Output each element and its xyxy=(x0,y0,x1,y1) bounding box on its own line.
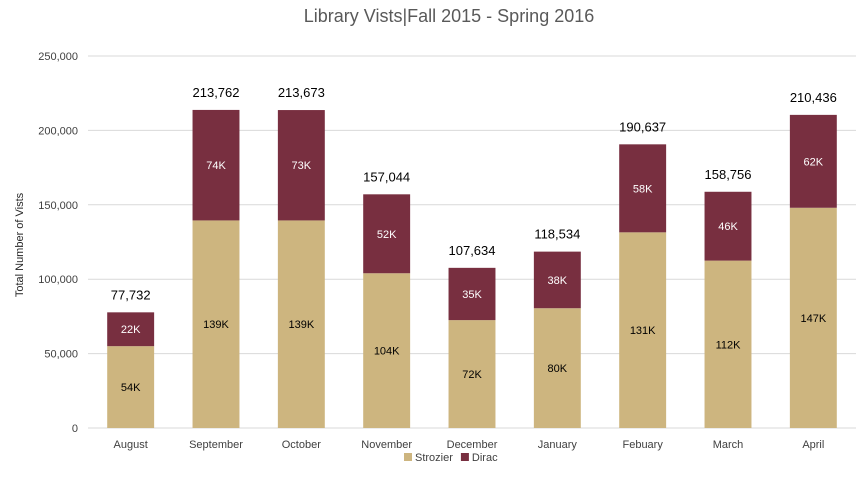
y-axis-label: Total Number of Vists xyxy=(14,192,26,297)
x-tick-label: January xyxy=(538,439,578,451)
segment-label: 52K xyxy=(377,229,397,241)
segment-label: 139K xyxy=(203,319,229,331)
bar-dirac-april xyxy=(789,114,837,208)
segment-label: 22K xyxy=(121,324,141,336)
bar-strozier-febuary xyxy=(619,232,667,428)
bar-strozier-november xyxy=(363,273,411,428)
x-tick-label: December xyxy=(447,439,498,451)
bar-dirac-january xyxy=(533,251,581,309)
bar-strozier-august xyxy=(107,346,155,428)
segment-label: 131K xyxy=(630,325,656,337)
bar-dirac-march xyxy=(704,191,752,261)
x-tick-label: April xyxy=(802,439,824,451)
bar-strozier-april xyxy=(789,207,837,428)
legend-label: Dirac xyxy=(472,452,498,464)
total-label: 118,534 xyxy=(534,227,580,242)
bar-strozier-september xyxy=(192,220,240,428)
total-label: 213,762 xyxy=(193,85,240,100)
segment-label: 74K xyxy=(206,160,226,172)
segment-label: 46K xyxy=(718,221,738,233)
segment-label: 139K xyxy=(288,319,314,331)
segment-label: 80K xyxy=(548,363,568,375)
y-tick-label: 200,000 xyxy=(38,125,78,137)
legend-swatch xyxy=(404,453,412,461)
total-label: 158,756 xyxy=(705,167,752,182)
segment-label: 54K xyxy=(121,382,141,394)
total-label: 107,634 xyxy=(449,243,496,258)
legend-item-strozier: Strozier xyxy=(404,452,453,464)
legend-item-dirac: Dirac xyxy=(460,452,498,464)
bar-dirac-october xyxy=(277,110,325,221)
segment-label: 73K xyxy=(292,160,312,172)
bars xyxy=(107,109,837,428)
segment-label: 58K xyxy=(633,183,653,195)
x-tick-label: October xyxy=(282,439,321,451)
x-tick-label: August xyxy=(114,439,148,451)
y-tick-label: 100,000 xyxy=(38,274,78,286)
segment-label: 104K xyxy=(374,346,400,358)
total-label: 157,044 xyxy=(363,169,410,184)
total-label: 77,732 xyxy=(111,287,151,302)
bar-dirac-febuary xyxy=(619,144,667,233)
x-tick-label: March xyxy=(713,439,744,451)
y-tick-label: 250,000 xyxy=(38,51,78,63)
legend: Strozier Dirac xyxy=(404,452,498,464)
bar-dirac-november xyxy=(363,194,411,274)
bar-strozier-january xyxy=(533,308,581,428)
x-tick-label: Febuary xyxy=(622,439,663,451)
x-tick-label: September xyxy=(189,439,243,451)
bar-strozier-december xyxy=(448,320,496,428)
legend-swatch xyxy=(460,453,469,461)
segment-label: 35K xyxy=(462,289,482,301)
bar-dirac-december xyxy=(448,267,496,321)
x-axis-labels: August September October November December Ja… xyxy=(114,439,825,451)
bar-strozier-march xyxy=(704,260,752,428)
segment-label: 147K xyxy=(800,313,826,325)
bar-dirac-september xyxy=(192,109,240,221)
total-label: 210,436 xyxy=(790,90,837,105)
x-tick-label: November xyxy=(361,439,412,451)
segment-label: 72K xyxy=(462,369,482,381)
y-tick-label: 50,000 xyxy=(44,349,78,361)
bar-dirac-august xyxy=(107,312,155,347)
total-label: 213,673 xyxy=(278,85,325,100)
chart-title: Library Vists|Fall 2015 - Spring 2016 xyxy=(304,6,595,26)
total-label: 190,637 xyxy=(619,119,666,134)
bar-strozier-october xyxy=(277,220,325,428)
y-tick-label: 0 xyxy=(72,423,78,435)
y-tick-label: 150,000 xyxy=(38,200,78,212)
segment-label: 62K xyxy=(804,156,824,168)
legend-label: Strozier xyxy=(415,452,453,464)
data-labels: 54K 22K 77,732 139K 74K 213,762 139K 73K 213,673… xyxy=(111,85,837,394)
segment-label: 112K xyxy=(716,339,742,351)
y-axis-ticks: 0 50,000 100,000 150,000 200,000 250,000 xyxy=(38,51,78,435)
segment-label: 38K xyxy=(548,275,568,287)
